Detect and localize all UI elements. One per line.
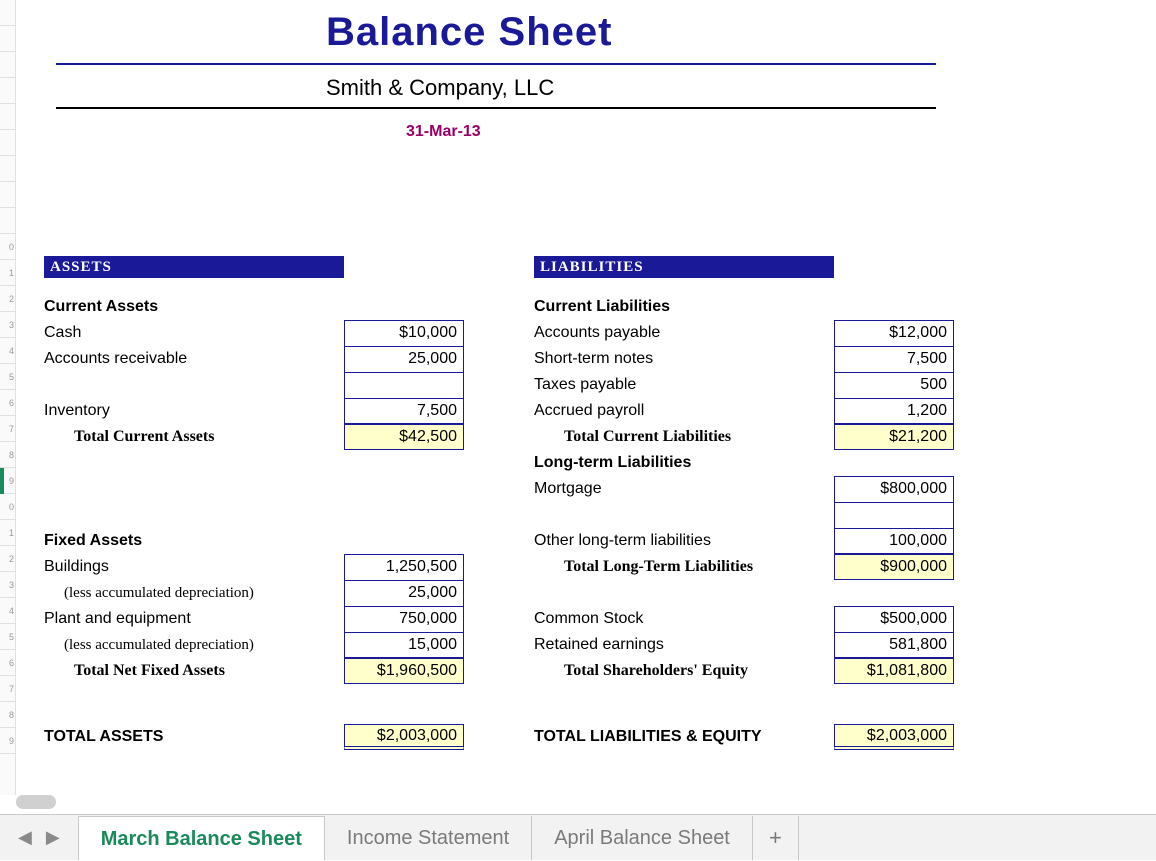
cash-label: Cash: [44, 324, 344, 342]
total-ca-value: $42,500: [344, 424, 464, 450]
total-le-label: TOTAL LIABILITIES & EQUITY: [534, 728, 834, 746]
plant-value[interactable]: 750,000: [344, 606, 464, 632]
liabilities-header: LIABILITIES: [534, 256, 834, 278]
longterm-heading: Long-term Liabilities: [534, 454, 834, 472]
sheet-tab-bar: ◀ ▶ March Balance Sheet Income Statement…: [0, 814, 1156, 860]
blank-asset-value[interactable]: [344, 372, 464, 398]
ap-value[interactable]: $12,000: [834, 320, 954, 346]
total-eq-value: $1,081,800: [834, 658, 954, 684]
dep1-label: (less accumulated depreciation): [44, 585, 344, 602]
total-cl-value: $21,200: [834, 424, 954, 450]
company-rule: [56, 107, 936, 109]
tab-april-balance-sheet[interactable]: April Balance Sheet: [532, 816, 753, 860]
assets-header: ASSETS: [44, 256, 344, 278]
as-of-date: 31-Mar-13: [406, 123, 936, 141]
other-lt-label: Other long-term liabilities: [534, 532, 834, 550]
common-stock-value[interactable]: $500,000: [834, 606, 954, 632]
inventory-value[interactable]: 7,500: [344, 398, 464, 424]
company-name: Smith & Company, LLC: [326, 75, 936, 101]
total-le-value: $2,003,000: [834, 724, 954, 750]
taxes-value[interactable]: 500: [834, 372, 954, 398]
ap-label: Accounts payable: [534, 324, 834, 342]
stn-label: Short-term notes: [534, 350, 834, 368]
blank-lt-value[interactable]: [834, 502, 954, 528]
tab-income-statement[interactable]: Income Statement: [325, 816, 532, 860]
inventory-label: Inventory: [44, 402, 344, 420]
total-lt-value: $900,000: [834, 554, 954, 580]
taxes-label: Taxes payable: [534, 376, 834, 394]
mortgage-value[interactable]: $800,000: [834, 476, 954, 502]
horizontal-scrollbar[interactable]: [16, 795, 56, 809]
total-eq-label: Total Shareholders' Equity: [534, 662, 834, 680]
total-lt-label: Total Long-Term Liabilities: [534, 558, 834, 576]
retained-label: Retained earnings: [534, 636, 834, 654]
total-ca-label: Total Current Assets: [44, 428, 344, 446]
common-stock-label: Common Stock: [534, 610, 834, 628]
buildings-label: Buildings: [44, 558, 344, 576]
stn-value[interactable]: 7,500: [834, 346, 954, 372]
add-sheet-button[interactable]: +: [753, 816, 799, 860]
worksheet[interactable]: Balance Sheet Smith & Company, LLC 31-Ma…: [16, 0, 1156, 795]
retained-value[interactable]: 581,800: [834, 632, 954, 658]
total-fa-label: Total Net Fixed Assets: [44, 662, 344, 680]
mortgage-label: Mortgage: [534, 480, 834, 498]
accrued-value[interactable]: 1,200: [834, 398, 954, 424]
total-assets-value: $2,003,000: [344, 724, 464, 750]
current-assets-heading: Current Assets: [44, 298, 344, 316]
balance-sheet-grid: ASSETS LIABILITIES Current Assets Curren…: [44, 254, 956, 750]
tab-prev-icon[interactable]: ◀: [18, 827, 32, 848]
buildings-value[interactable]: 1,250,500: [344, 554, 464, 580]
total-cl-label: Total Current Liabilities: [534, 428, 834, 446]
page-title: Balance Sheet: [326, 10, 936, 55]
ar-label: Accounts receivable: [44, 350, 344, 368]
ar-value[interactable]: 25,000: [344, 346, 464, 372]
fixed-assets-heading: Fixed Assets: [44, 532, 344, 550]
row-header-gutter: 012345678 9 0123456789: [0, 0, 16, 795]
dep1-value[interactable]: 25,000: [344, 580, 464, 606]
accrued-label: Accrued payroll: [534, 402, 834, 420]
total-assets-label: TOTAL ASSETS: [44, 728, 344, 746]
plant-label: Plant and equipment: [44, 610, 344, 628]
dep2-value[interactable]: 15,000: [344, 632, 464, 658]
title-rule: [56, 63, 936, 65]
tab-next-icon[interactable]: ▶: [46, 827, 60, 848]
dep2-label: (less accumulated depreciation): [44, 637, 344, 654]
tab-march-balance-sheet[interactable]: March Balance Sheet: [78, 816, 325, 860]
current-liab-heading: Current Liabilities: [534, 298, 834, 316]
total-fa-value: $1,960,500: [344, 658, 464, 684]
other-lt-value[interactable]: 100,000: [834, 528, 954, 554]
cash-value[interactable]: $10,000: [344, 320, 464, 346]
